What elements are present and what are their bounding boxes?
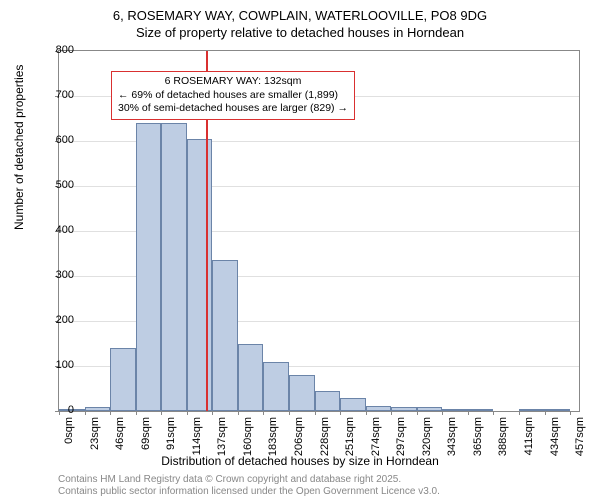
x-tick-mark — [212, 411, 213, 415]
x-tick-label: 228sqm — [319, 378, 331, 417]
annotation-line-3: 30% of semi-detached houses are larger (… — [118, 102, 348, 116]
y-tick-label: 600 — [44, 134, 74, 146]
chart-plot-area: 0sqm23sqm46sqm69sqm91sqm114sqm137sqm160s… — [58, 50, 580, 412]
x-tick-mark — [289, 411, 290, 415]
x-tick-mark — [366, 411, 367, 415]
x-tick-label: 365sqm — [472, 378, 484, 417]
x-tick-mark — [442, 411, 443, 415]
histogram-bar — [161, 123, 187, 411]
y-tick-label: 700 — [44, 89, 74, 101]
x-tick-label: 91sqm — [165, 384, 177, 417]
x-axis-label: Distribution of detached houses by size … — [0, 454, 600, 468]
x-tick-mark — [391, 411, 392, 415]
annotation-line-2: ← 69% of detached houses are smaller (1,… — [118, 89, 348, 103]
x-tick-label: 114sqm — [191, 379, 203, 417]
chart-title: 6, ROSEMARY WAY, COWPLAIN, WATERLOOVILLE… — [0, 0, 600, 42]
x-tick-mark — [493, 411, 494, 415]
x-tick-mark — [85, 411, 86, 415]
x-tick-mark — [161, 411, 162, 415]
histogram-bar — [136, 123, 162, 411]
x-tick-label: 320sqm — [421, 378, 433, 417]
y-axis-label: Number of detached properties — [12, 65, 26, 230]
x-tick-label: 343sqm — [446, 378, 458, 417]
footer-line-2: Contains public sector information licen… — [58, 486, 440, 498]
x-tick-label: 206sqm — [293, 378, 305, 417]
x-tick-mark — [545, 411, 546, 415]
x-tick-label: 388sqm — [497, 378, 509, 417]
x-tick-mark — [340, 411, 341, 415]
x-tick-label: 411sqm — [523, 379, 535, 417]
y-tick-label: 800 — [44, 44, 74, 56]
x-tick-label: 46sqm — [114, 384, 126, 417]
x-tick-mark — [570, 411, 571, 415]
x-tick-mark — [315, 411, 316, 415]
x-tick-label: 137sqm — [216, 378, 228, 417]
title-line-2: Size of property relative to detached ho… — [0, 25, 600, 42]
title-line-1: 6, ROSEMARY WAY, COWPLAIN, WATERLOOVILLE… — [0, 8, 600, 25]
x-tick-label: 160sqm — [242, 378, 254, 417]
x-tick-label: 434sqm — [549, 378, 561, 417]
x-tick-mark — [468, 411, 469, 415]
y-tick-label: 100 — [44, 359, 74, 371]
x-tick-mark — [417, 411, 418, 415]
x-tick-label: 457sqm — [574, 378, 586, 417]
y-tick-label: 300 — [44, 269, 74, 281]
y-tick-label: 0 — [44, 404, 74, 416]
y-tick-label: 400 — [44, 224, 74, 236]
histogram-bar — [187, 139, 213, 411]
annotation-line-1: 6 ROSEMARY WAY: 132sqm — [118, 75, 348, 89]
x-tick-mark — [238, 411, 239, 415]
footer-line-1: Contains HM Land Registry data © Crown c… — [58, 474, 440, 486]
x-tick-label: 297sqm — [395, 378, 407, 417]
x-tick-mark — [110, 411, 111, 415]
y-tick-label: 200 — [44, 314, 74, 326]
x-tick-label: 251sqm — [344, 378, 356, 417]
x-tick-mark — [263, 411, 264, 415]
x-tick-label: 23sqm — [89, 384, 101, 417]
x-tick-label: 69sqm — [140, 384, 152, 417]
x-tick-mark — [187, 411, 188, 415]
x-tick-mark — [136, 411, 137, 415]
footer-attribution: Contains HM Land Registry data © Crown c… — [58, 474, 440, 498]
x-tick-mark — [519, 411, 520, 415]
x-tick-label: 183sqm — [267, 378, 279, 417]
x-tick-label: 274sqm — [370, 378, 382, 417]
annotation-box: 6 ROSEMARY WAY: 132sqm← 69% of detached … — [111, 71, 355, 120]
y-tick-label: 500 — [44, 179, 74, 191]
